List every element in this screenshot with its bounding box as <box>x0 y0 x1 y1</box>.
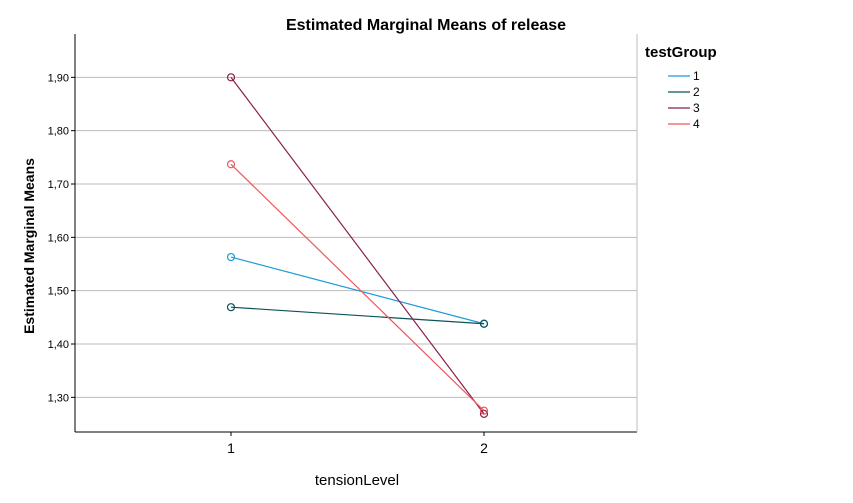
y-tick-label: 1,90 <box>48 72 69 84</box>
y-axis-ticks: 1,30 1,40 1,50 1,60 1,70 1,80 1,90 <box>48 72 75 404</box>
legend: testGroup 1 2 3 4 <box>645 44 717 131</box>
x-tick-label: 1 <box>227 440 235 456</box>
legend-label: 1 <box>693 69 700 83</box>
x-tick-label: 2 <box>480 440 488 456</box>
y-tick-label: 1,50 <box>48 286 69 298</box>
y-tick-label: 1,30 <box>48 392 69 404</box>
y-tick-label: 1,60 <box>48 232 69 244</box>
series-group <box>226 73 489 418</box>
plot-frame <box>74 34 638 433</box>
legend-label: 2 <box>693 85 700 99</box>
series-line <box>230 163 485 412</box>
y-axis-title: Estimated Marginal Means <box>21 158 37 334</box>
data-point <box>479 406 489 415</box>
legend-title: testGroup <box>645 44 717 61</box>
data-point <box>479 319 489 328</box>
data-point <box>226 252 236 262</box>
y-tick-label: 1,40 <box>48 339 69 351</box>
data-point <box>226 73 236 82</box>
series-line <box>230 76 485 415</box>
legend-label: 3 <box>693 101 700 115</box>
grid-lines <box>75 76 637 398</box>
y-tick-label: 1,70 <box>48 179 69 191</box>
series-line <box>230 256 485 325</box>
chart-title: Estimated Marginal Means of release <box>286 17 566 34</box>
data-point <box>226 160 236 169</box>
x-axis-title: tensionLevel <box>315 472 399 489</box>
y-tick-label: 1,80 <box>48 126 69 138</box>
legend-label: 4 <box>693 117 700 131</box>
series-line <box>230 306 485 325</box>
data-point <box>226 303 236 312</box>
